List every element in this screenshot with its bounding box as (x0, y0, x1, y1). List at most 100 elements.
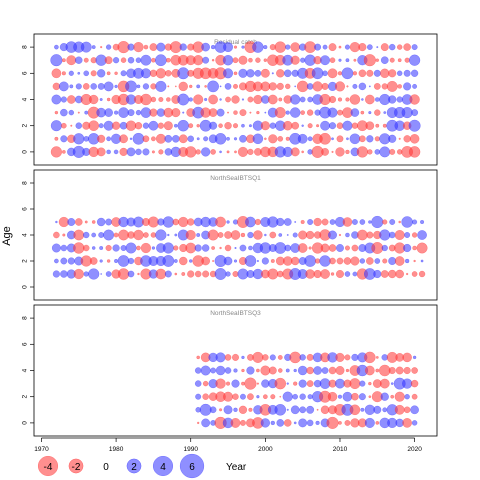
bubble (52, 270, 60, 278)
bubble (142, 148, 150, 156)
bubble (52, 82, 61, 91)
bubble (343, 257, 352, 265)
bubble (380, 392, 389, 401)
bubble (174, 272, 178, 276)
bubble (155, 133, 166, 144)
bubble (248, 124, 252, 128)
bubble (171, 108, 181, 118)
bubble (172, 218, 180, 226)
bubble (388, 134, 397, 143)
bubble (366, 44, 373, 50)
bubble (189, 259, 193, 263)
bubble (294, 221, 297, 223)
bubble (364, 417, 375, 428)
bubble (283, 419, 292, 427)
bubble (412, 219, 418, 225)
bubble (351, 122, 359, 129)
bubble (125, 120, 137, 131)
bubble (222, 55, 234, 66)
bubble (388, 366, 396, 375)
bubble (285, 136, 290, 141)
bubble (238, 55, 248, 65)
bubble (187, 218, 195, 226)
bubble (321, 148, 329, 156)
bubble (209, 406, 217, 414)
y-tick-label: 0 (22, 285, 29, 289)
bubble (106, 149, 111, 155)
legend-label: -4 (44, 462, 53, 473)
bubble (329, 57, 336, 63)
bubble (136, 84, 141, 89)
bubble (342, 391, 353, 402)
bubble (301, 124, 304, 127)
bubble (263, 45, 268, 50)
bubble (218, 123, 223, 128)
bubble (50, 146, 62, 158)
bubble (227, 111, 229, 114)
bubble (155, 268, 167, 280)
bubble (409, 54, 421, 66)
bubble (233, 110, 238, 115)
bubble (320, 405, 330, 415)
bubble (402, 352, 412, 363)
bubble (103, 81, 114, 92)
bubble (359, 258, 366, 264)
bubble (189, 84, 193, 89)
bubble (331, 150, 334, 153)
bubble (75, 218, 83, 226)
bubble (300, 110, 305, 115)
bubble (90, 83, 97, 90)
y-tick-label: 6 (22, 207, 29, 211)
bubble (82, 244, 90, 252)
bubble (270, 259, 275, 263)
bubble (290, 147, 300, 157)
bubble (338, 58, 342, 62)
bubble (394, 391, 405, 402)
bubble (416, 242, 428, 254)
bubble (217, 232, 224, 238)
bubble (140, 93, 152, 106)
bubble (136, 245, 141, 251)
bubble (404, 57, 410, 63)
bubble (54, 44, 59, 50)
bubble (89, 94, 99, 105)
bubble (307, 123, 313, 129)
bubble (335, 352, 345, 362)
bubble (420, 219, 425, 225)
bubble (113, 149, 119, 155)
bubble (60, 244, 68, 252)
panels-layer: Residual catch02468NorthSeaIBTSQ102468No… (22, 33, 438, 437)
bubble (374, 136, 380, 142)
bubble (261, 257, 269, 265)
bubble (376, 46, 379, 49)
bubble (411, 367, 418, 374)
bubble (346, 85, 349, 88)
bubble (334, 81, 346, 92)
bubble (329, 257, 336, 265)
bubble (219, 98, 222, 101)
bubble (380, 270, 389, 278)
panel-title: NorthSeaIBTSQ1 (210, 175, 261, 182)
bubble (248, 407, 253, 412)
bubble (202, 380, 209, 387)
bubble (75, 56, 83, 64)
bubble (353, 58, 357, 62)
bubble (256, 259, 259, 263)
bubble (91, 232, 97, 238)
bubble (142, 122, 150, 129)
bubble (293, 421, 297, 425)
bubble (321, 82, 329, 90)
y-tick-label: 4 (22, 368, 29, 372)
bubble (327, 391, 338, 402)
bubble (345, 149, 350, 155)
bubble (194, 270, 202, 278)
bubble (239, 134, 247, 143)
bubble (291, 256, 300, 266)
bubble (247, 393, 254, 401)
bubble (279, 395, 282, 398)
bubble (241, 45, 245, 49)
bubble (120, 57, 127, 63)
bubble (231, 353, 239, 361)
bubble (88, 120, 99, 131)
bubble (147, 216, 159, 228)
